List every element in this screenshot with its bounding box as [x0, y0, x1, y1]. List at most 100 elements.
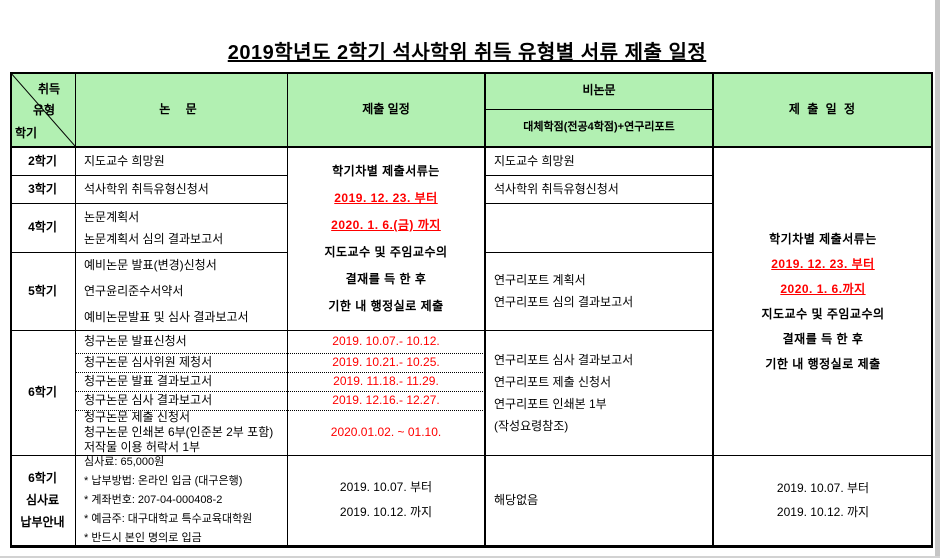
sem6-date-final: 2020.01.02. ~ 01.10.: [330, 425, 442, 440]
column-divider: [75, 72, 76, 545]
schedule-line: 결재를 득 한 후: [345, 272, 427, 286]
fee-schedule-line: 2019. 10.12. 까지: [776, 505, 870, 519]
row-divider: [10, 252, 287, 253]
header-sub-divider: [485, 109, 713, 110]
page-title: 2019학년도 2학기 석사학위 취득 유형별 서류 제출 일정: [227, 42, 707, 64]
thesis-doc-sem6-1: 청구논문 발표신청서: [84, 334, 187, 349]
dotted-row-divider: [75, 410, 485, 411]
fee-detail-line: 심사료: 65,000원: [84, 455, 165, 468]
schedule-date-from: 2019. 12. 23. 부터: [334, 191, 438, 205]
doc-line: 예비논문발표 및 심사 결과보고서: [84, 310, 249, 324]
corner-label-type: 유형: [33, 103, 56, 117]
fee-label-line: 심사료: [25, 493, 60, 507]
schedule-line: 지도교수 및 주임교수의: [324, 245, 448, 259]
corner-label-acquisition: 취득: [38, 82, 61, 96]
nonthesis-doc-sem5: 연구리포트 계획서 연구리포트 심의 결과보고서: [485, 252, 726, 330]
thesis-doc-sem6-3: 청구논문 발표 결과보고서: [84, 374, 213, 389]
row-divider: [485, 175, 713, 176]
schedule-date-to: 2020. 1. 6.(금) 까지: [331, 218, 441, 232]
doc-line: 청구논문 인쇄본 6부(인준본 2부 포함): [84, 425, 274, 439]
dotted-row-divider: [75, 353, 485, 354]
sem6-date-4: 2019. 12.16.- 12.27.: [332, 393, 440, 408]
dotted-row-divider: [75, 372, 485, 373]
header-non-thesis: 비논문: [582, 83, 616, 98]
fee-detail-line: * 반드시 본인 명의로 입금: [84, 531, 202, 544]
row-divider: [10, 330, 713, 331]
row-divider: [485, 203, 713, 204]
column-divider-thick: [484, 72, 486, 545]
sem6-date-3: 2019. 11.18.- 11.29.: [333, 374, 439, 389]
row-label-sem2: 2학기: [28, 154, 57, 169]
right-fee-schedule: 2019. 10.07. 부터 2019. 10.12. 까지: [713, 455, 933, 545]
table-border-right: [931, 72, 933, 548]
row-label-sem4: 4학기: [28, 220, 57, 235]
doc-line: 연구리포트 심사 결과보고서: [494, 352, 634, 367]
fee-label-line: 납부안내: [20, 515, 65, 529]
nonthesis-doc-sem2: 지도교수 희망원: [494, 154, 575, 169]
fee-detail-line: * 계좌번호: 207-04-000408-2: [84, 493, 223, 506]
fee-detail-line: * 예금주: 대구대학교 특수교육대학원: [84, 512, 253, 525]
schedule-line: 결재를 득 한 후: [782, 331, 864, 346]
mid-schedule-merged: 학기차별 제출서류는 2019. 12. 23. 부터 2020. 1. 6.(…: [287, 148, 485, 330]
right-schedule-merged: 학기차별 제출서류는 2019. 12. 23. 부터 2020. 1. 6.까…: [713, 148, 933, 455]
schedule-line: 지도교수 및 주임교수의: [761, 306, 885, 321]
header-row-background: [10, 72, 933, 148]
doc-line: 연구리포트 인쇄본 1부: [494, 396, 607, 411]
row-label-sem3: 3학기: [28, 181, 57, 196]
table-border-top: [10, 72, 933, 74]
thesis-doc-sem6-2: 청구논문 심사위원 제청서: [84, 355, 213, 370]
doc-line: 논문계획서: [84, 209, 140, 224]
header-schedule: 제출 일정: [362, 101, 410, 116]
fee-schedule-line: 2019. 10.07. 부터: [776, 481, 870, 495]
row-divider: [10, 455, 933, 456]
schedule-line: 학기차별 제출서류는: [332, 164, 440, 178]
thesis-doc-sem2: 지도교수 희망원: [84, 154, 165, 169]
doc-line: 청구논문 제출 신청서: [84, 410, 191, 424]
row-divider: [10, 175, 287, 176]
fee-detail-line: * 납부방법: 온라인 입금 (대구은행): [84, 474, 243, 487]
corner-label-semester: 학기: [15, 126, 38, 140]
sem6-date-2: 2019. 10.21.- 10.25.: [332, 355, 440, 370]
header-bottom-border: [10, 146, 933, 148]
schedule-date-to: 2020. 1. 6.까지: [780, 281, 866, 296]
thesis-doc-sem4: 논문계획서 논문계획서 심의 결과보고서: [75, 203, 300, 252]
thesis-doc-sem6-4: 청구논문 심사 결과보고서: [84, 393, 213, 408]
schedule-line: 기한 내 행정실로 제출: [765, 356, 881, 371]
fee-schedule-line: 2019. 10.12. 까지: [339, 505, 433, 519]
fee-schedule-line: 2019. 10.07. 부터: [339, 480, 433, 494]
nonthesis-doc-sem6: 연구리포트 심사 결과보고서 연구리포트 제출 신청서 연구리포트 인쇄본 1부…: [485, 330, 726, 455]
table-border-bottom: [10, 545, 933, 548]
doc-line: 논문계획서 심의 결과보고서: [84, 231, 224, 246]
nonthesis-fee-na: 해당없음: [494, 492, 539, 507]
row-label-fee: 6학기 심사료 납부안내: [10, 455, 75, 545]
doc-line: 연구리포트 심의 결과보고서: [494, 295, 634, 309]
thesis-doc-sem3: 석사학위 취득유형신청서: [84, 181, 209, 196]
doc-line: 연구윤리준수서약서: [84, 284, 184, 298]
doc-line: (작성요령참조): [494, 418, 569, 433]
fee-schedule: 2019. 10.07. 부터 2019. 10.12. 까지: [287, 455, 485, 545]
header-non-thesis-sub: 대체학점(전공4학점)+연구리포트: [523, 121, 675, 134]
doc-line: 예비논문 발표(변경)신청서: [84, 258, 217, 272]
doc-line: 연구리포트 제출 신청서: [494, 374, 612, 389]
doc-line: 연구리포트 계획서: [494, 273, 586, 287]
fee-details: 심사료: 65,000원 * 납부방법: 온라인 입금 (대구은행) * 계좌번…: [75, 455, 300, 545]
row-label-sem5: 5학기: [28, 283, 57, 298]
dotted-row-divider: [75, 391, 485, 392]
sem6-date-1: 2019. 10.07.- 10.12.: [332, 334, 440, 349]
doc-line: 저작물 이용 허락서 1부: [84, 440, 201, 454]
window-bottom-edge: [0, 556, 940, 558]
schedule-line: 학기차별 제출서류는: [769, 231, 877, 246]
column-divider-thick: [712, 72, 714, 545]
corner-diagonal-line: [10, 72, 75, 146]
header-schedule2: 제 출 일 정: [788, 101, 858, 116]
table-border-left: [10, 72, 12, 548]
row-label-sem6: 6학기: [28, 385, 57, 400]
header-thesis: 논 문: [159, 101, 203, 116]
nonthesis-doc-sem3: 석사학위 취득유형신청서: [494, 181, 619, 196]
column-divider: [287, 72, 288, 545]
row-divider: [10, 203, 287, 204]
window-right-edge: [935, 0, 940, 558]
thesis-doc-sem6-final: 청구논문 제출 신청서 청구논문 인쇄본 6부(인준본 2부 포함) 저작물 이…: [75, 410, 300, 455]
fee-label-line: 6학기: [28, 471, 57, 485]
